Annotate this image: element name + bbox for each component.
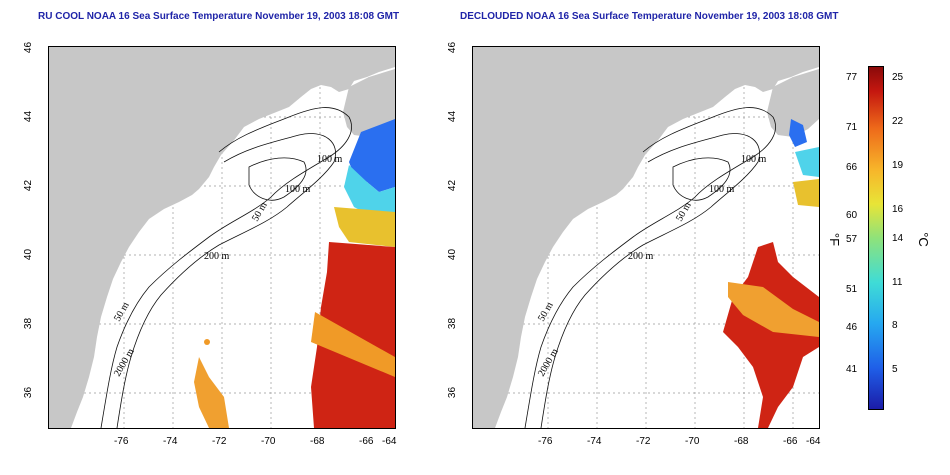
celsius-tick: 22 xyxy=(892,116,904,127)
left-lon-tick: -66 xyxy=(359,436,374,447)
left-lon-tick: -76 xyxy=(114,436,129,447)
left-contour-label-1: 100 m xyxy=(317,154,343,165)
right-lat-tick: 44 xyxy=(447,110,459,123)
right-lon-tick: -64 xyxy=(806,436,821,447)
left-lat-tick: 46 xyxy=(23,41,35,54)
right-contour-label-3: 50 m xyxy=(674,200,694,223)
celsius-tick: 5 xyxy=(892,364,898,375)
celsius-tick: 16 xyxy=(892,204,904,215)
left-contours xyxy=(100,107,352,428)
celsius-tick: 14 xyxy=(892,233,904,244)
left-sst-data xyxy=(194,119,395,428)
right-lat-tick: 36 xyxy=(447,386,459,399)
left-lat-tick: 36 xyxy=(23,386,35,399)
right-contour-label-1: 100 m xyxy=(741,154,767,165)
celsius-label: °C xyxy=(915,232,931,247)
left-lat-tick: 42 xyxy=(23,179,35,192)
left-lat-tick: 38 xyxy=(23,317,35,330)
left-lon-tick: -72 xyxy=(212,436,227,447)
right-nova-scotia xyxy=(767,69,819,137)
fahrenheit-tick: 41 xyxy=(846,364,858,375)
left-land xyxy=(49,47,395,428)
left-map: 100 m 100 m 50 m 200 m 50 m 2000 m xyxy=(48,46,396,429)
fahrenheit-label: °F xyxy=(827,232,843,247)
left-map-graphic: 100 m 100 m 50 m 200 m 50 m 2000 m xyxy=(49,47,395,428)
fahrenheit-tick: 46 xyxy=(846,322,858,333)
left-nova-scotia xyxy=(343,69,395,137)
right-lon-tick: -72 xyxy=(636,436,651,447)
right-contour-label-4: 200 m xyxy=(628,251,654,262)
fahrenheit-tick: 60 xyxy=(846,210,858,221)
left-contour-label-5: 50 m xyxy=(112,300,132,323)
right-lon-tick: -68 xyxy=(734,436,749,447)
left-lon-tick: -64 xyxy=(382,436,397,447)
left-contour-label-4: 200 m xyxy=(204,251,230,262)
celsius-tick: 11 xyxy=(892,277,903,288)
right-lat-tick: 46 xyxy=(447,41,459,54)
left-lat-tick: 40 xyxy=(23,248,35,261)
left-lon-tick: -70 xyxy=(261,436,276,447)
left-contour-label-2: 100 m xyxy=(285,184,311,195)
left-lon-tick: -74 xyxy=(163,436,178,447)
fahrenheit-tick: 77 xyxy=(846,72,858,83)
left-contour-label-3: 50 m xyxy=(250,200,270,223)
celsius-tick: 8 xyxy=(892,320,898,331)
right-lon-tick: -70 xyxy=(685,436,700,447)
right-sst-data xyxy=(723,119,819,428)
celsius-tick: 25 xyxy=(892,72,904,83)
right-contour-label-2: 100 m xyxy=(709,184,735,195)
right-map: 100 m 100 m 50 m 200 m 50 m 2000 m xyxy=(472,46,820,429)
right-lat-tick: 38 xyxy=(447,317,459,330)
right-lat-tick: 42 xyxy=(447,179,459,192)
right-contour-label-5: 50 m xyxy=(536,300,556,323)
fahrenheit-tick: 57 xyxy=(846,234,858,245)
fahrenheit-tick: 66 xyxy=(846,162,858,173)
fahrenheit-tick: 71 xyxy=(846,122,858,133)
left-map-title: RU COOL NOAA 16 Sea Surface Temperature … xyxy=(38,11,400,22)
left-lat-tick: 44 xyxy=(23,110,35,123)
right-lon-tick: -74 xyxy=(587,436,602,447)
right-lon-tick: -76 xyxy=(538,436,553,447)
right-map-graphic: 100 m 100 m 50 m 200 m 50 m 2000 m xyxy=(473,47,819,428)
celsius-tick: 19 xyxy=(892,160,904,171)
right-map-title: DECLOUDED NOAA 16 Sea Surface Temperatur… xyxy=(460,11,839,22)
right-contours xyxy=(524,107,776,428)
left-lon-tick: -68 xyxy=(310,436,325,447)
right-lat-tick: 40 xyxy=(447,248,459,261)
right-land xyxy=(473,47,819,428)
fahrenheit-tick: 51 xyxy=(846,284,858,295)
temperature-colorbar xyxy=(868,66,884,410)
right-lon-tick: -66 xyxy=(783,436,798,447)
